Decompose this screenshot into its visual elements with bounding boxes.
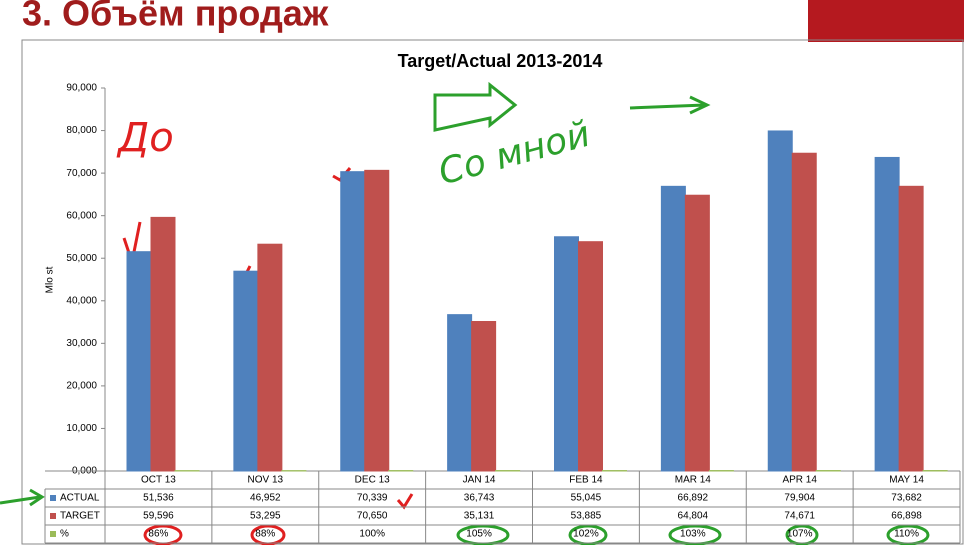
y-tick-label: 70,000: [66, 168, 97, 179]
y-tick-label: 10,000: [66, 423, 97, 434]
slide-title: 3. Объём продаж: [22, 0, 329, 34]
y-tick-label: 60,000: [66, 210, 97, 221]
y-tick-label: 90,000: [66, 83, 97, 94]
x-tick-label: FEB 14: [569, 475, 603, 486]
x-tick-label: DEC 13: [355, 475, 390, 486]
table-cell: 73,682: [891, 493, 922, 504]
table-cell: 59,596: [143, 511, 174, 522]
x-tick-label: OCT 13: [141, 475, 176, 486]
y-tick-label: 50,000: [66, 253, 97, 264]
table-cell: 70,339: [357, 493, 388, 504]
x-tick-label: NOV 13: [248, 475, 284, 486]
bar: [126, 251, 152, 472]
legend-label: %: [60, 529, 69, 540]
logo: [808, 0, 964, 42]
bar: [554, 236, 579, 472]
table-cell: 107%: [787, 529, 813, 540]
table-cell: 88%: [255, 529, 275, 540]
x-tick-label: MAY 14: [889, 475, 924, 486]
table-cell: 66,892: [678, 493, 709, 504]
table-cell: 103%: [680, 529, 706, 540]
bar: [233, 270, 259, 472]
legend-key: [50, 531, 56, 537]
y-tick-label: 40,000: [66, 295, 97, 306]
x-tick-label: APR 14: [782, 475, 817, 486]
x-tick-label: JAN 14: [463, 475, 496, 486]
legend-label: TARGET: [60, 511, 100, 522]
bar: [898, 185, 924, 472]
table-cell: 105%: [466, 529, 492, 540]
bar: [340, 171, 366, 472]
table-cell: 53,295: [250, 511, 281, 522]
table-cell: 74,671: [784, 511, 815, 522]
bar: [257, 243, 283, 472]
table-cell: 86%: [148, 529, 168, 540]
table-cell: 53,885: [571, 511, 602, 522]
table-cell: 110%: [894, 529, 919, 540]
table-cell: 36,743: [464, 493, 495, 504]
bar: [660, 185, 686, 472]
bar: [684, 194, 710, 472]
table-cell: 51,536: [143, 493, 174, 504]
table-cell: 35,131: [464, 511, 495, 522]
bar: [447, 314, 473, 472]
bar: [791, 152, 817, 472]
table-cell: 66,898: [891, 511, 922, 522]
x-tick-label: MAR 14: [675, 475, 712, 486]
y-tick-label: 30,000: [66, 338, 97, 349]
table-cell: 55,045: [571, 493, 602, 504]
bar: [150, 216, 176, 472]
bar: [364, 169, 390, 472]
table-cell: 100%: [359, 529, 385, 540]
bar: [874, 156, 900, 472]
table-cell: 64,804: [678, 511, 709, 522]
y-tick-label: 20,000: [66, 381, 97, 392]
bar: [578, 241, 603, 472]
table-cell: 79,904: [784, 493, 815, 504]
legend-label: ACTUAL: [60, 493, 100, 504]
handwritten-note: До: [116, 115, 174, 161]
legend-key: [50, 495, 56, 501]
y-axis-label: Mlo st: [45, 266, 56, 293]
table-cell: 46,952: [250, 493, 281, 504]
table-cell: 102%: [573, 529, 599, 540]
bar: [767, 130, 793, 472]
chart-title: Target/Actual 2013-2014: [398, 51, 603, 71]
bar: [471, 320, 497, 472]
legend-key: [50, 513, 56, 519]
y-tick-label: 80,000: [66, 125, 97, 136]
table-cell: 70,650: [357, 511, 388, 522]
